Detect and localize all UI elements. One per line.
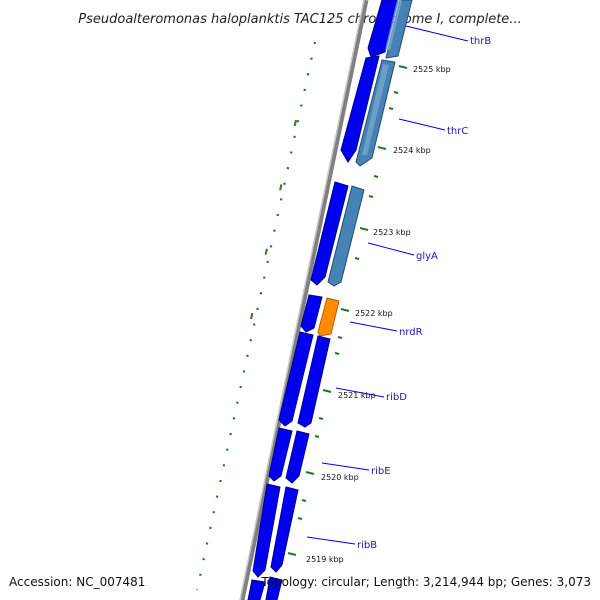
tick-label-2522: 2522 kbp [355, 309, 393, 318]
backbone-line [239, 0, 369, 600]
map-title: Pseudoalteromonas haloplanktis TAC125 ch… [78, 12, 521, 27]
tick-label-2524: 2524 kbp [393, 146, 431, 155]
gene-label-lines [306, 25, 469, 545]
gene-label-ribB[interactable]: ribB [357, 540, 377, 551]
gene-label-thrC[interactable]: thrC [447, 126, 468, 137]
gene-label-ribD[interactable]: ribD [386, 392, 407, 403]
forward-strand-genes [247, 0, 399, 600]
gene-label-thrB[interactable]: thrB [470, 36, 491, 47]
genome-summary-text: Topology: circular; Length: 3,214,944 bp… [260, 575, 591, 589]
tick-label-2521: 2521 kbp [338, 391, 376, 400]
gene-glyA-block[interactable] [310, 181, 349, 286]
gene-ribD-block[interactable] [278, 331, 314, 427]
tick-marks [287, 65, 408, 556]
gc-content-ring [195, 41, 317, 591]
accession-text: Accession: NC_007481 [9, 575, 145, 589]
tick-label-2519: 2519 kbp [306, 555, 344, 564]
gene-thrC-block[interactable] [340, 55, 380, 163]
gene-label-nrdR[interactable]: nrdR [399, 327, 423, 338]
gene-thrB-block[interactable] [367, 0, 399, 58]
tick-label-2520: 2520 kbp [321, 473, 359, 482]
tick-label-2525: 2525 kbp [413, 65, 451, 74]
gene-ribE-block[interactable] [268, 427, 293, 482]
gene-label-ribE[interactable]: ribE [371, 466, 391, 477]
gene-nrdR-block[interactable] [317, 297, 340, 337]
gene-ribB-block[interactable] [252, 483, 281, 578]
gene-nrdR-prev-block[interactable] [300, 294, 323, 333]
tick-label-2523: 2523 kbp [373, 228, 411, 237]
cds-strand [265, 0, 413, 600]
gene-label-glyA[interactable]: glyA [416, 251, 438, 262]
